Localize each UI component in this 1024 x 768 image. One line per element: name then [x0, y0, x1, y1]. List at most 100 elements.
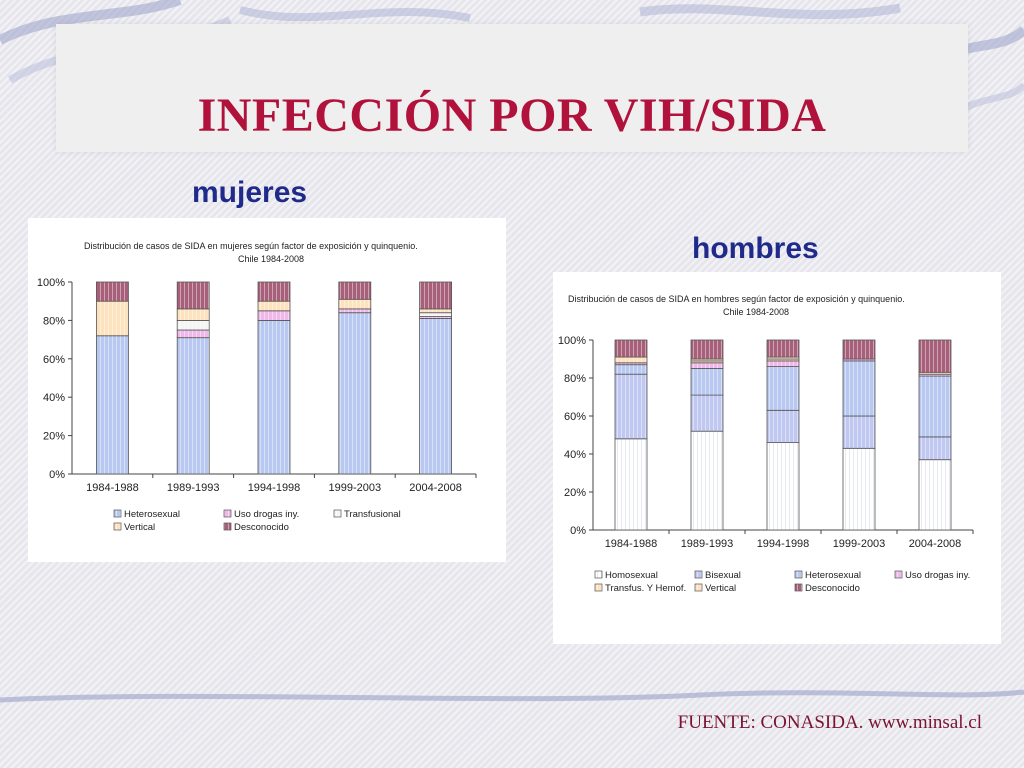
bar-segment-bisexual	[766, 409, 800, 444]
slide-title: INFECCIÓN POR VIH/SIDA	[197, 89, 827, 142]
y-tick-label: 20%	[43, 431, 65, 443]
bar-segment-desconocido	[614, 339, 648, 358]
source-note: FUENTE: CONASIDA. www.minsal.cl	[677, 712, 982, 733]
chart-title: Distribución de casos de SIDA en mujeres…	[84, 241, 418, 251]
x-tick-label: 2004-2008	[409, 482, 462, 494]
legend-label: Bisexual	[705, 570, 741, 581]
bar-segment-transfusional	[176, 320, 210, 331]
y-tick-label: 60%	[43, 354, 65, 366]
bar-segment-homosexual	[614, 438, 648, 531]
y-tick-label: 40%	[43, 392, 65, 404]
bar-segment-vertical	[96, 300, 129, 337]
y-tick-label: 100%	[37, 277, 65, 289]
legend-swatch	[113, 522, 122, 531]
bar-segment-desconocido	[766, 339, 800, 358]
legend-swatch	[694, 570, 703, 579]
bar-segment-bisexual	[614, 373, 648, 440]
bar-segment-uso-drogas-iny-	[338, 308, 372, 314]
bar-segment-desconocido	[338, 281, 372, 300]
bar-segment-heterosexual	[96, 335, 129, 475]
legend-swatch	[113, 509, 122, 518]
y-tick-label: 40%	[564, 449, 586, 461]
x-tick-label: 1989-1993	[167, 482, 220, 494]
bar-segment-bisexual	[842, 415, 876, 449]
chart-title: Distribución de casos de SIDA en hombres…	[568, 294, 905, 304]
chart-subtitle: Chile 1984-2008	[723, 307, 789, 317]
bar-segment-vertical	[257, 300, 291, 312]
legend-swatch	[794, 583, 803, 592]
bar-segment-desconocido	[419, 281, 453, 310]
bar-segment-heterosexual	[918, 375, 952, 438]
men-chart: Distribución de casos de SIDA en hombres…	[558, 294, 974, 594]
legend-label: Homosexual	[605, 570, 658, 581]
bar-segment-uso-drogas-iny-	[257, 310, 291, 321]
y-tick-label: 0%	[570, 525, 586, 537]
chart-subtitle: Chile 1984-2008	[238, 254, 304, 264]
bar-segment-desconocido	[96, 281, 129, 302]
women-chart-panel: Distribución de casos de SIDA en mujeres…	[28, 218, 506, 562]
legend-swatch	[223, 522, 232, 531]
bar-segment-transfusional	[419, 312, 453, 317]
bar-segment-vertical	[419, 308, 453, 314]
women-subhead: mujeres	[192, 176, 308, 209]
bar-segment-heterosexual	[338, 312, 372, 475]
women-chart: Distribución de casos de SIDA en mujeres…	[37, 241, 477, 533]
y-tick-label: 60%	[564, 411, 586, 423]
bar-segment-heterosexual	[766, 366, 800, 411]
bar-segment-vertical	[176, 308, 210, 321]
x-tick-label: 2004-2008	[909, 538, 962, 550]
bar-segment-bisexual	[918, 436, 952, 461]
x-tick-label: 1994-1998	[248, 482, 301, 494]
legend-label: Uso drogas iny.	[234, 509, 299, 520]
bar-segment-vertical	[338, 298, 372, 310]
bar-segment-homosexual	[918, 459, 952, 531]
x-tick-label: 1994-1998	[757, 538, 810, 550]
legend-label: Heterosexual	[124, 509, 180, 520]
legend-swatch	[894, 570, 903, 579]
bar-segment-heterosexual	[614, 364, 648, 375]
bar-segment-uso-drogas-iny-	[690, 362, 724, 369]
legend-swatch	[694, 583, 703, 592]
y-tick-label: 100%	[558, 335, 586, 347]
x-tick-label: 1984-1988	[605, 538, 658, 550]
bar-segment-heterosexual	[257, 320, 291, 475]
x-tick-label: 1999-2003	[833, 538, 886, 550]
legend-label: Heterosexual	[805, 570, 861, 581]
legend-label: Uso drogas iny.	[905, 570, 970, 581]
bar-segment-heterosexual	[419, 318, 453, 475]
bar-segment-desconocido	[176, 281, 210, 310]
legend-label: Vertical	[705, 583, 736, 594]
legend-label: Transfusional	[344, 509, 401, 520]
bar-segment-desconocido	[918, 339, 952, 373]
legend-swatch	[594, 583, 603, 592]
legend-swatch	[223, 509, 232, 518]
bar-segment-homosexual	[842, 447, 876, 531]
x-tick-label: 1999-2003	[328, 482, 381, 494]
y-tick-label: 20%	[564, 487, 586, 499]
y-tick-label: 0%	[49, 469, 65, 481]
y-tick-label: 80%	[43, 315, 65, 327]
bar-segment-homosexual	[766, 442, 800, 531]
bar-segment-heterosexual	[176, 337, 210, 475]
y-tick-label: 80%	[564, 373, 586, 385]
bar-segment-uso-drogas-iny-	[176, 329, 210, 339]
legend-swatch	[594, 570, 603, 579]
bar-segment-desconocido	[842, 339, 876, 360]
x-tick-label: 1984-1988	[86, 482, 139, 494]
bar-segment-desconocido	[257, 281, 291, 302]
bar-segment-uso-drogas-iny-	[766, 360, 800, 368]
legend-label: Transfus. Y Hemof.	[605, 583, 686, 594]
bar-segment-heterosexual	[690, 368, 724, 396]
legend-swatch	[333, 509, 342, 518]
legend-swatch	[794, 570, 803, 579]
legend-label: Vertical	[124, 522, 155, 533]
bar-segment-heterosexual	[842, 360, 876, 417]
title-band	[56, 24, 968, 152]
men-chart-panel: Distribución de casos de SIDA en hombres…	[553, 272, 1001, 644]
men-subhead: hombres	[692, 232, 819, 265]
legend-label: Desconocido	[805, 583, 860, 594]
bar-segment-bisexual	[690, 394, 724, 432]
bar-segment-desconocido	[690, 339, 724, 360]
legend-label: Desconocido	[234, 522, 289, 533]
bar-segment-transfus-y-hemof-	[614, 356, 648, 364]
